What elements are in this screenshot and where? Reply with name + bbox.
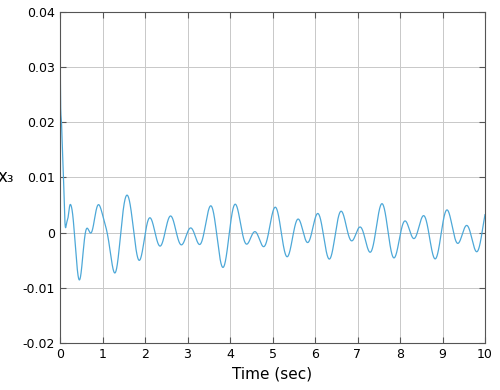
X-axis label: Time (sec): Time (sec): [232, 367, 312, 382]
Y-axis label: x₃: x₃: [0, 168, 14, 186]
